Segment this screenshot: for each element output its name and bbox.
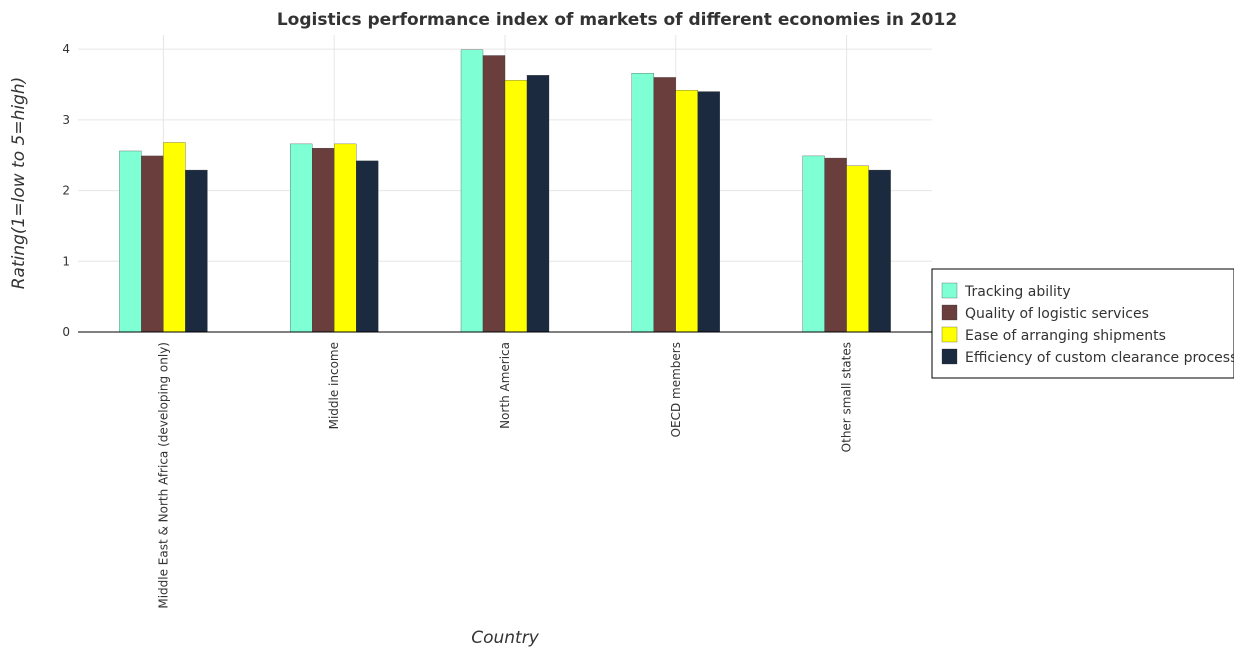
bar <box>802 155 825 333</box>
x-axis-label: Country <box>471 628 539 648</box>
y-ticks: 0 1 2 3 4 <box>62 42 70 339</box>
bar <box>312 147 335 333</box>
legend-label: Tracking ability <box>964 284 1071 300</box>
bar <box>868 169 891 333</box>
legend-swatch <box>941 282 958 299</box>
legend-swatch <box>941 304 958 321</box>
y-tick-label: 0 <box>62 325 70 339</box>
bar <box>504 80 528 333</box>
bar <box>824 157 847 333</box>
bar <box>697 91 720 333</box>
bar <box>631 73 654 333</box>
bar <box>163 142 186 333</box>
y-tick-label: 2 <box>62 184 70 198</box>
legend-label: Quality of logistic services <box>965 306 1149 322</box>
x-ticks: Middle East & North Africa (developing o… <box>156 342 853 609</box>
bar <box>119 150 142 333</box>
bar <box>356 160 379 333</box>
x-tick-label: Middle income <box>327 342 341 429</box>
legend-swatch <box>941 326 958 343</box>
legend-swatch <box>941 348 958 365</box>
bar <box>290 143 313 333</box>
bar <box>846 165 869 333</box>
x-tick-label: OECD members <box>669 342 683 437</box>
legend-box <box>931 268 1234 379</box>
y-axis-label: Rating(1=low to 5=high) <box>9 77 29 290</box>
bar <box>185 169 208 333</box>
bar <box>675 90 698 333</box>
x-tick-label: Middle East & North Africa (developing o… <box>156 342 170 609</box>
y-tick-label: 3 <box>62 113 70 127</box>
bar <box>526 75 550 333</box>
bar <box>460 49 484 333</box>
legend-label: Ease of arranging shipments <box>965 328 1166 344</box>
y-tick-label: 1 <box>62 254 70 268</box>
bar <box>334 143 357 333</box>
x-tick-label: Other small states <box>840 342 854 452</box>
bars <box>119 49 891 333</box>
bar <box>482 55 506 333</box>
chart-title: Logistics performance index of markets o… <box>277 10 957 30</box>
y-tick-label: 4 <box>62 42 70 56</box>
legend: Tracking ability Quality of logistic serv… <box>931 268 1234 379</box>
bar <box>653 77 676 333</box>
bar <box>141 155 164 333</box>
legend-label: Efficiency of custom clearance process <box>965 350 1234 366</box>
x-tick-label: North America <box>498 342 512 429</box>
